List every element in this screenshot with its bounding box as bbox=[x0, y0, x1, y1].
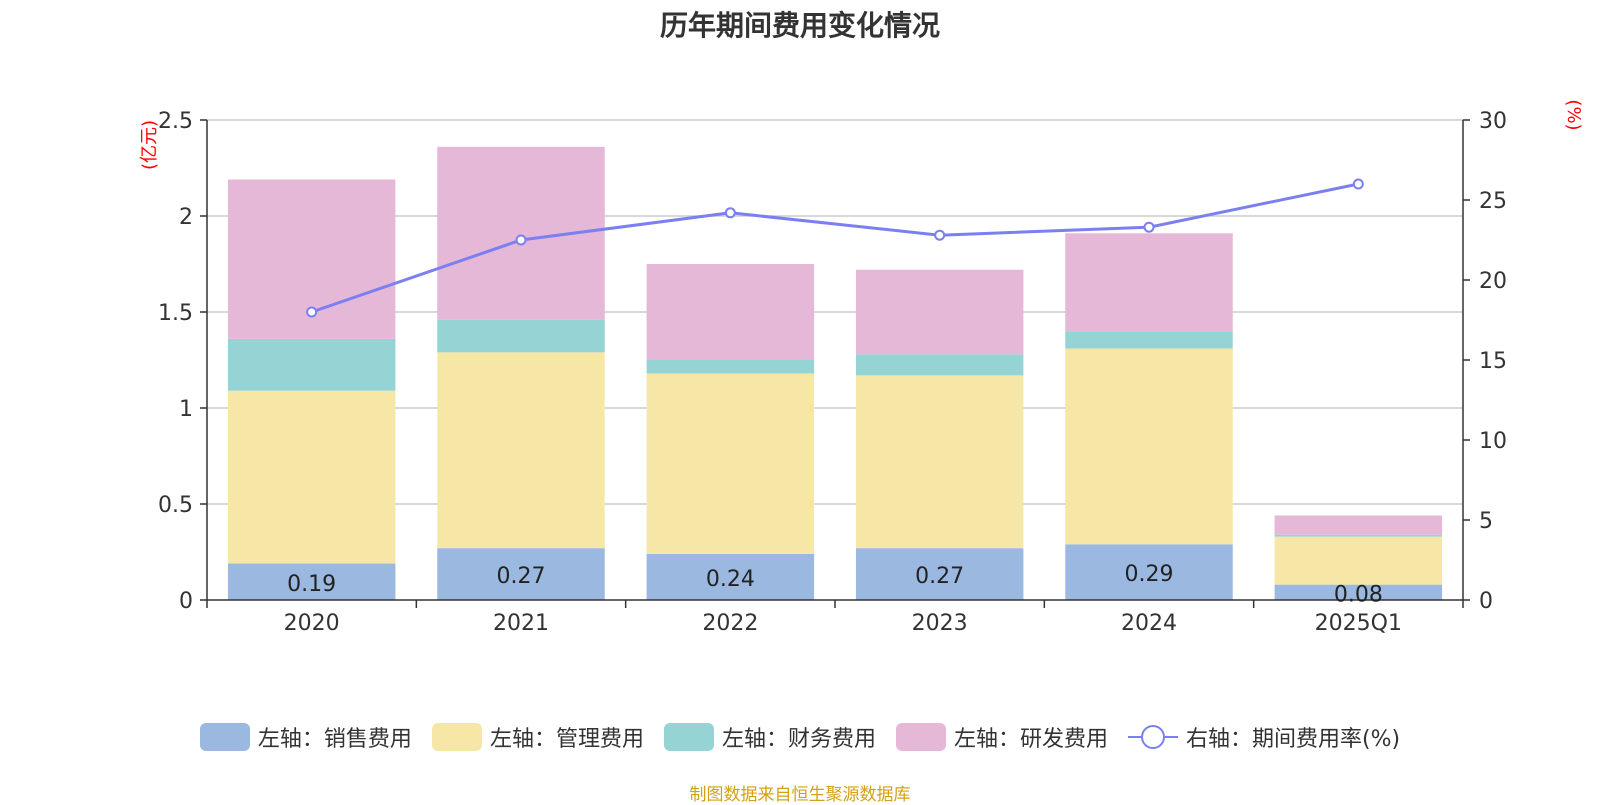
data-label-sales: 0.19 bbox=[287, 572, 336, 597]
left-axis-unit: (亿元) bbox=[139, 120, 160, 170]
left-axis-tick-label: 1.5 bbox=[158, 301, 193, 326]
chart-title: 历年期间费用变化情况 bbox=[659, 9, 940, 42]
data-label-sales: 0.29 bbox=[1125, 562, 1174, 587]
left-axis-tick-label: 0.5 bbox=[158, 493, 193, 518]
bar-segment-s1-2022 bbox=[646, 373, 815, 554]
left-axis-tick-label: 2 bbox=[179, 205, 193, 230]
bar-segment-s2-2025Q1 bbox=[1274, 534, 1443, 537]
right-axis-tick-label: 5 bbox=[1479, 509, 1493, 534]
x-axis-tick-label: 2023 bbox=[912, 611, 968, 636]
bar-segment-s1-2025Q1 bbox=[1274, 536, 1443, 585]
data-label-sales: 0.08 bbox=[1334, 582, 1383, 607]
bar-segment-s2-2021 bbox=[437, 319, 605, 353]
left-axis-tick-label: 1 bbox=[179, 397, 193, 422]
legend-label-rd: 左轴：研发费用 bbox=[953, 727, 1108, 752]
legend-label-rate: 右轴：期间费用率(%) bbox=[1185, 727, 1401, 752]
x-axis-tick-label: 2024 bbox=[1121, 611, 1177, 636]
x-axis-tick-label: 2020 bbox=[284, 611, 340, 636]
bar-segment-s0-2025Q1 bbox=[1274, 584, 1443, 600]
rate-point-2023 bbox=[934, 229, 946, 241]
bar-segment-s1-2021 bbox=[437, 352, 605, 549]
legend-item-admin[interactable]: 左轴：管理费用 bbox=[431, 721, 644, 753]
x-axis-tick-label: 2022 bbox=[702, 611, 758, 636]
legend-item-rate[interactable]: 右轴：期间费用率(%) bbox=[1127, 721, 1401, 753]
left-axis-tick-label: 2.5 bbox=[158, 109, 193, 134]
rate-line bbox=[311, 182, 1359, 314]
right-axis-tick-label: 30 bbox=[1479, 109, 1507, 134]
legend-swatch-rate bbox=[1127, 725, 1178, 749]
data-label-sales: 0.24 bbox=[706, 567, 755, 592]
bar-segment-s1-2024 bbox=[1065, 348, 1233, 545]
data-label-sales: 0.27 bbox=[497, 564, 546, 589]
bar-segment-s3-2022 bbox=[646, 264, 815, 360]
legend-label-finance: 左轴：财务费用 bbox=[721, 727, 876, 752]
legend-swatch-admin bbox=[431, 723, 482, 751]
legend-swatch-finance bbox=[663, 723, 714, 751]
right-axis-tick-label: 20 bbox=[1479, 269, 1507, 294]
rate-point-2020 bbox=[306, 306, 318, 318]
legend-label-sales: 左轴：销售费用 bbox=[257, 727, 412, 752]
legend-item-rd[interactable]: 左轴：研发费用 bbox=[895, 721, 1108, 753]
right-axis-tick-label: 10 bbox=[1479, 429, 1507, 454]
x-axis-tick-label: 2025Q1 bbox=[1315, 611, 1402, 636]
rate-point-2024 bbox=[1143, 221, 1155, 233]
legend-swatch-sales bbox=[199, 723, 250, 751]
bar-segment-s3-2023 bbox=[855, 269, 1024, 355]
bar-segment-s2-2020 bbox=[227, 338, 396, 391]
right-axis-tick-label: 15 bbox=[1479, 349, 1507, 374]
right-axis-tick-label: 25 bbox=[1479, 189, 1507, 214]
bar-segment-s2-2023 bbox=[855, 354, 1024, 376]
legend-label-admin: 左轴：管理费用 bbox=[489, 727, 644, 752]
rate-point-2025Q1 bbox=[1352, 178, 1364, 190]
data-label-sales: 0.27 bbox=[915, 564, 964, 589]
right-axis-tick-label: 0 bbox=[1479, 589, 1493, 614]
bar-segment-s3-2024 bbox=[1065, 233, 1233, 332]
bar-segment-s0-2021 bbox=[437, 548, 605, 600]
chart-canvas: 0 0.5 1 1.5 2 2.5 0 5 10 15 20 25 30 (亿元) (%) 2020 2021 2… bbox=[139, 99, 1584, 636]
bar-segment-s3-2025Q1 bbox=[1274, 515, 1443, 535]
source-note: 制图数据来自恒生聚源数据库 bbox=[689, 785, 911, 805]
bar-segment-s2-2022 bbox=[646, 360, 815, 374]
bar-segment-s0-2024 bbox=[1065, 544, 1233, 600]
bar-segment-s1-2023 bbox=[855, 375, 1024, 549]
bar-segment-s0-2022 bbox=[646, 553, 815, 600]
legend: 左轴：销售费用 左轴：管理费用 左轴：财务费用 左轴：研发费用 右轴：期间费用率… bbox=[0, 720, 1600, 754]
rate-point-2022 bbox=[724, 207, 736, 219]
x-axis-tick-label: 2021 bbox=[493, 611, 549, 636]
bar-segment-s1-2020 bbox=[227, 390, 396, 564]
bar-segment-s0-2023 bbox=[855, 548, 1024, 600]
bar-segment-s2-2024 bbox=[1065, 331, 1233, 349]
bar-segment-s0-2020 bbox=[227, 563, 396, 600]
legend-item-sales[interactable]: 左轴：销售费用 bbox=[199, 721, 412, 753]
rate-point-2021 bbox=[515, 234, 527, 246]
legend-item-finance[interactable]: 左轴：财务费用 bbox=[663, 721, 876, 753]
legend-swatch-rd bbox=[895, 723, 946, 751]
left-axis-tick-label: 0 bbox=[179, 589, 193, 614]
right-axis-unit: (%) bbox=[1563, 99, 1584, 130]
